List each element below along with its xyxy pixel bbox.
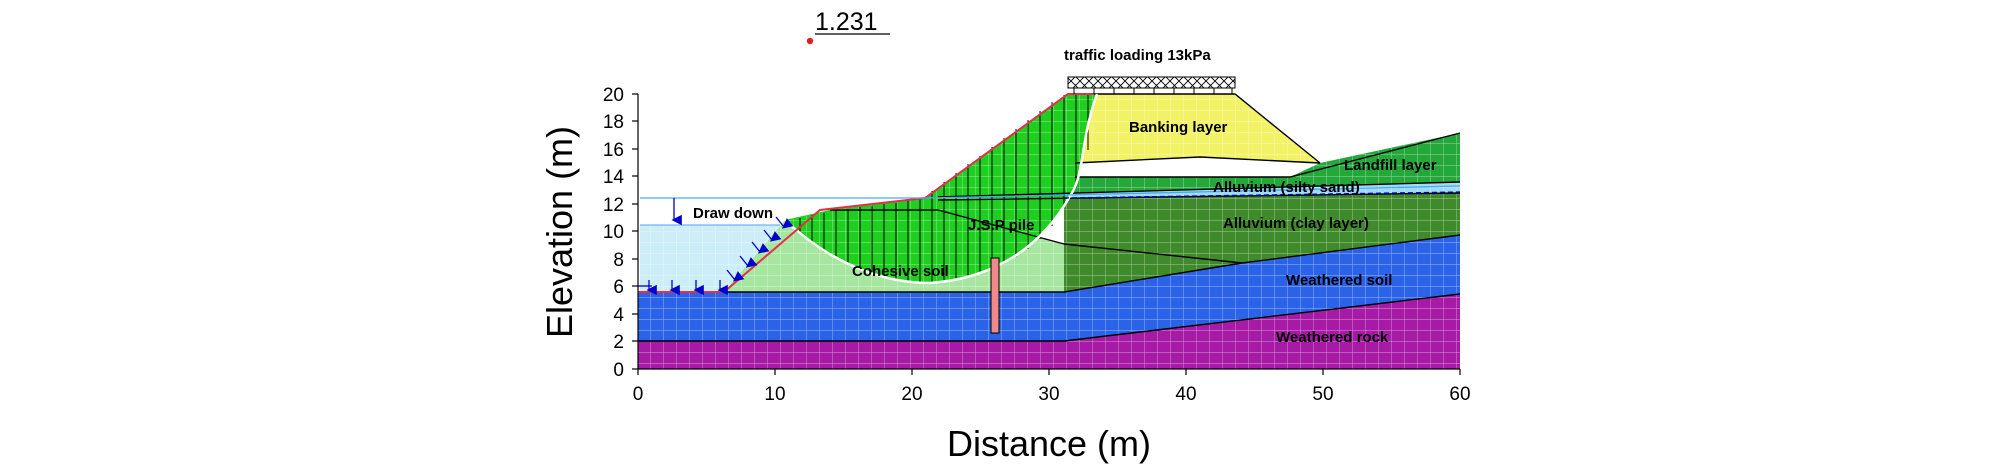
y-tick-14: 14 [603, 167, 625, 188]
weathered-soil-label: Weathered soil [1286, 272, 1392, 289]
x-tick-0: 0 [633, 384, 644, 405]
y-tick-2: 2 [613, 332, 624, 353]
jsp-pile [990, 257, 1000, 334]
x-tick-60: 60 [1449, 384, 1470, 405]
slip-center-marker [806, 37, 814, 45]
y-tick-0: 0 [613, 360, 624, 381]
weathered-rock-label: Weathered rock [1276, 329, 1389, 346]
x-tick-10: 10 [764, 384, 785, 405]
cohesive-soil-label: Cohesive soil [852, 263, 949, 280]
jsp-pile-label: J.S.P pile [968, 217, 1034, 234]
draw-down-label: Draw down [693, 205, 773, 222]
y-tick-16: 16 [603, 140, 624, 161]
y-tick-12: 12 [603, 195, 624, 216]
traffic-label: traffic loading 13kPa [1064, 47, 1211, 64]
layer-boundaries [638, 93, 1461, 342]
x-tick-20: 20 [901, 384, 922, 405]
y-tick-8: 8 [613, 250, 624, 271]
y-tick-labels: 0 2 4 6 8 10 12 14 16 18 20 [603, 85, 625, 381]
slip-surface [784, 93, 1099, 285]
y-tick-10: 10 [603, 222, 624, 243]
x-tick-30: 30 [1038, 384, 1059, 405]
x-tick-50: 50 [1312, 384, 1333, 405]
x-tick-40: 40 [1175, 384, 1196, 405]
y-tick-20: 20 [603, 85, 624, 106]
y-tick-4: 4 [613, 305, 624, 326]
banking-label: Banking layer [1129, 119, 1228, 136]
y-tick-18: 18 [603, 112, 624, 133]
y-tick-6: 6 [613, 277, 624, 298]
factor-of-safety: 1.231 [806, 8, 890, 45]
soil-layers [638, 94, 1460, 369]
x-tick-labels: 0 10 20 30 40 50 60 [633, 384, 1471, 405]
x-axis-title: Distance (m) [947, 423, 1151, 464]
water-table [640, 185, 1461, 226]
draw-down-arrows [638, 198, 794, 296]
landfill-label: Landfill layer [1344, 157, 1437, 174]
y-axis-title: Elevation (m) [539, 126, 580, 338]
layer-labels: traffic loading 13kPa Draw down Banking … [693, 47, 1437, 346]
factor-of-safety-value: 1.231 [815, 8, 878, 36]
alluvium-clay-label: Alluvium (clay layer) [1223, 215, 1369, 232]
ground-surface [638, 93, 1094, 293]
alluvium-silty-label: Alluvium (silty sand) [1213, 179, 1360, 196]
axes [632, 93, 1461, 375]
traffic-load [1067, 76, 1236, 94]
